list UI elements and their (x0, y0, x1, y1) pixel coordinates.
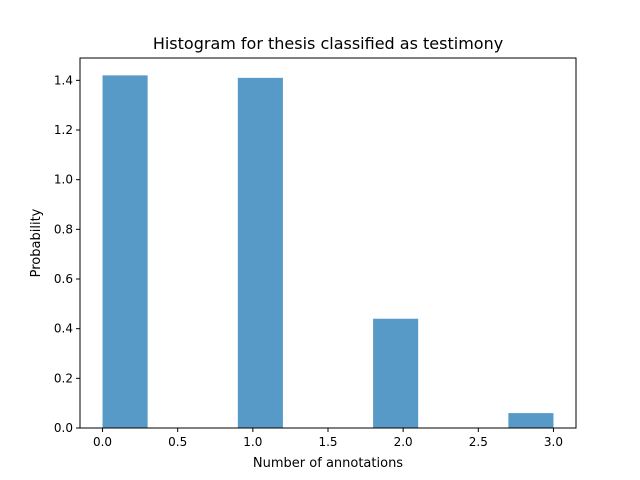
y-tick-label: 0.8 (54, 222, 73, 236)
y-axis-ticks: 0.0 0.2 0.4 0.6 0.8 1.0 1.2 1.4 (54, 73, 80, 435)
histogram-bar-3 (237, 77, 283, 428)
x-axis-ticks: 0.0 0.5 1.0 1.5 2.0 2.5 3.0 (93, 428, 563, 449)
x-tick-label: 0.5 (168, 435, 187, 449)
chart-title: Histogram for thesis classified as testi… (153, 34, 503, 53)
histogram-bar-0 (102, 75, 148, 428)
x-axis-label: Number of annotations (253, 456, 403, 471)
x-tick-label: 1.5 (318, 435, 337, 449)
y-tick-label: 0.6 (54, 272, 73, 286)
histogram-bar-6 (373, 318, 419, 428)
y-tick-label: 1.4 (54, 73, 73, 87)
x-tick-label: 2.5 (469, 435, 488, 449)
y-tick-label: 0.4 (54, 322, 73, 336)
y-tick-label: 0.2 (54, 371, 73, 385)
y-tick-label: 0.0 (54, 421, 73, 435)
x-tick-label: 1.0 (243, 435, 262, 449)
plot-frame (79, 57, 577, 429)
bars-group (102, 75, 554, 428)
x-tick-label: 0.0 (93, 435, 112, 449)
y-tick-label: 1.2 (54, 123, 73, 137)
y-axis-label: Probability (29, 208, 44, 277)
x-tick-label: 3.0 (544, 435, 563, 449)
x-tick-label: 2.0 (394, 435, 413, 449)
histogram-bar-9 (508, 413, 554, 428)
y-tick-label: 1.0 (54, 173, 73, 187)
